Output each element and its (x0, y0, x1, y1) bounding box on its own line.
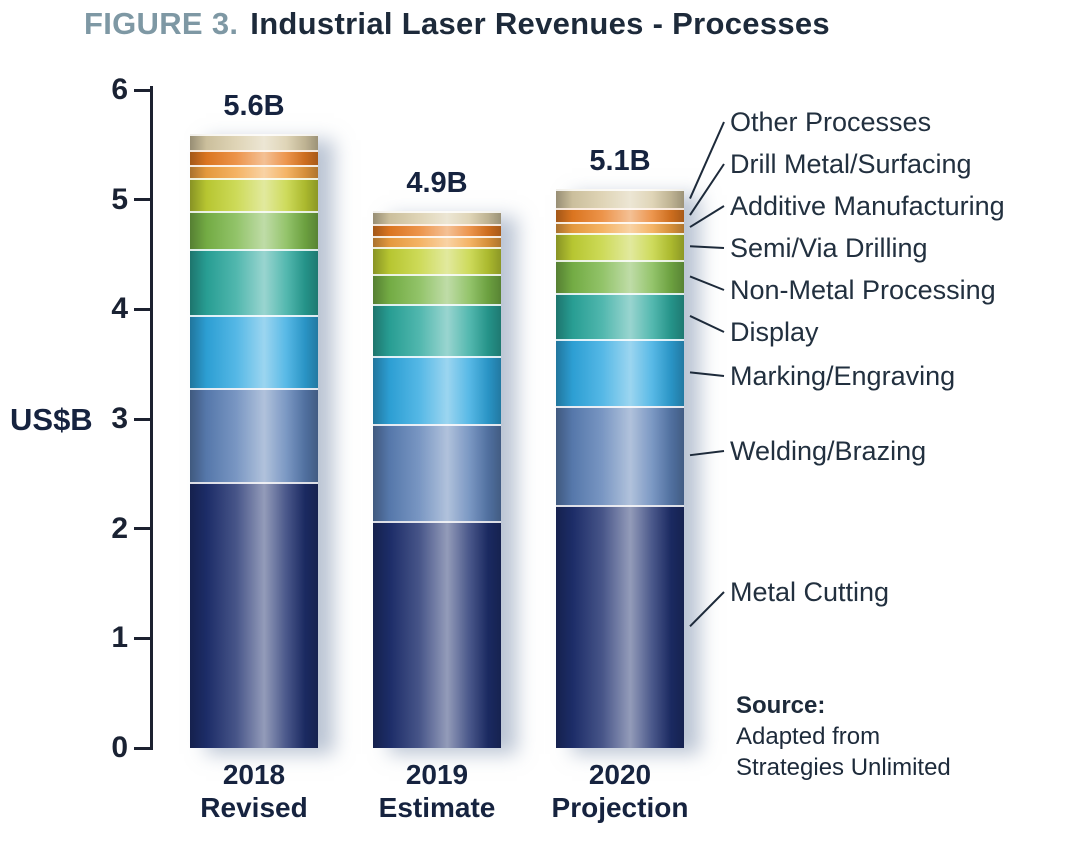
category-year: 2019 (405, 759, 469, 790)
y-tick-label: 5 (111, 182, 128, 216)
bar-segment (190, 150, 318, 165)
bar-segment (556, 221, 684, 233)
leader-line (689, 275, 725, 291)
bar-segment (556, 292, 684, 339)
leader-line (689, 371, 725, 377)
legend-label: Additive Manufacturing (730, 191, 1005, 221)
source-line: Strategies Unlimited (736, 754, 951, 781)
y-tick-mark (134, 307, 151, 311)
y-tick-label: 3 (111, 402, 128, 435)
y-tick-mark (134, 198, 151, 202)
bar-segment (190, 177, 318, 211)
category-year: 2020 (588, 759, 652, 790)
bar-2020 (556, 188, 684, 748)
legend-label: Display (730, 317, 819, 347)
bar-segment (190, 388, 318, 482)
y-tick-mark (134, 746, 151, 750)
leader-line (689, 591, 725, 627)
bar-segment (373, 520, 501, 748)
figure-title-text: Industrial Laser Revenues - Processes (250, 6, 830, 41)
legend-label: Welding/Brazing (730, 436, 927, 466)
y-tick-label: 0 (111, 731, 128, 764)
legend-label: Metal Cutting (730, 577, 890, 607)
x-category-label: 2018 Revised (144, 758, 364, 824)
bar-segment (373, 246, 501, 275)
bar-2018 (190, 133, 318, 748)
bar-segment (373, 356, 501, 425)
x-category-label: 2019 Estimate (327, 758, 547, 824)
y-axis-label: US$B (10, 402, 93, 437)
category-type: Projection (551, 792, 689, 823)
source-line: Adapted from (736, 723, 881, 750)
y-tick-label: 1 (111, 621, 128, 655)
bar-segment (373, 210, 501, 224)
figure-number: FIGURE 3. (84, 6, 239, 41)
bar-segment (373, 274, 501, 304)
y-tick-label: 6 (111, 73, 128, 106)
legend-label: Other Processes (730, 107, 932, 137)
leader-line (689, 450, 725, 457)
x-category-label: 2020 Projection (510, 758, 730, 824)
bar-total-label: 5.6B (223, 89, 285, 122)
bar-segment (556, 405, 684, 505)
category-year: 2018 (222, 759, 286, 790)
figure-title: FIGURE 3. Industrial Laser Revenues - Pro… (84, 6, 830, 42)
leader-line (689, 315, 725, 333)
y-tick-mark (134, 636, 151, 640)
bar-segment (556, 208, 684, 222)
bar-segment (556, 504, 684, 748)
bar-segment (190, 249, 318, 315)
source-label: Source: (736, 692, 826, 719)
y-axis-line (150, 86, 153, 750)
bar-segment (373, 223, 501, 236)
category-type: Estimate (378, 792, 496, 823)
leader-line (689, 205, 725, 228)
legend-label: Semi/Via Drilling (730, 233, 928, 263)
legend-label: Drill Metal/Surfacing (730, 149, 972, 179)
legend-label: Marking/Engraving (730, 361, 956, 391)
leader-line (689, 245, 725, 249)
bar-segment (190, 210, 318, 250)
bar-segment (373, 303, 501, 357)
bar-segment (190, 481, 318, 748)
bar-segment (373, 235, 501, 247)
y-tick-label: 2 (111, 511, 128, 545)
y-tick-mark (134, 527, 151, 531)
bar-total-label: 4.9B (406, 166, 468, 199)
bar-segment (373, 424, 501, 521)
category-type: Revised (200, 792, 308, 823)
y-tick-label: 4 (111, 292, 128, 326)
source-note: Source: Adapted from Strategies Unlimite… (736, 690, 951, 783)
bar-total-label: 5.1B (589, 144, 651, 177)
bar-segment (556, 338, 684, 406)
bar-segment (556, 259, 684, 293)
y-tick-mark (134, 88, 151, 92)
bar-segment (556, 188, 684, 209)
bar-segment (190, 164, 318, 178)
bar-segment (556, 232, 684, 260)
legend-label: Non-Metal Processing (730, 275, 996, 305)
bar-segment (190, 314, 318, 389)
bar-2019 (373, 210, 501, 748)
y-tick-mark (134, 417, 151, 421)
bar-segment (190, 133, 318, 151)
